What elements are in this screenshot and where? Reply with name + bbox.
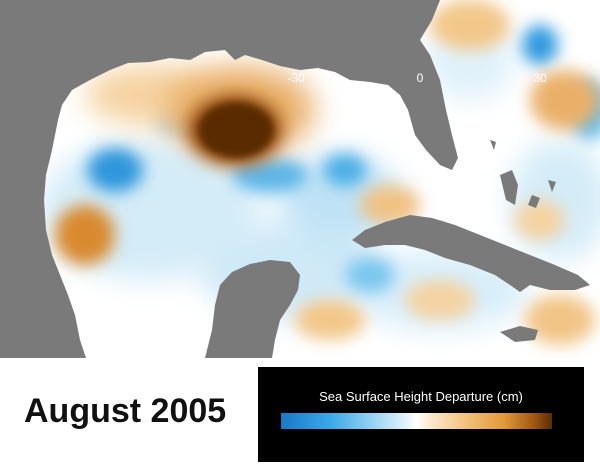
legend-tick-min: -30 — [287, 71, 305, 85]
date-label: August 2005 — [24, 392, 227, 430]
anomaly-field — [40, 0, 600, 345]
color-legend: Sea Surface Height Departure (cm) — [258, 367, 584, 462]
legend-tick-max: 30 — [533, 71, 547, 85]
legend-title: Sea Surface Height Departure (cm) — [319, 389, 523, 404]
sea-surface-height-map — [0, 0, 600, 358]
legend-tick-mid: 0 — [416, 71, 424, 85]
legend-color-bar — [281, 413, 552, 429]
land — [0, 0, 590, 358]
